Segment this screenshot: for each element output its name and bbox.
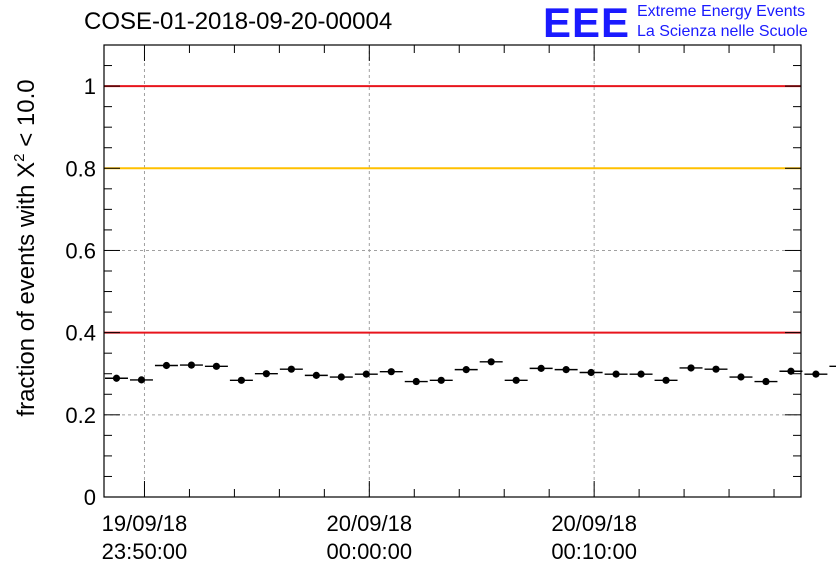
data-point xyxy=(654,376,678,384)
data-point xyxy=(754,377,778,386)
point-marker xyxy=(137,376,146,384)
y-tick-label: 0.2 xyxy=(65,403,96,428)
point-marker xyxy=(412,377,420,386)
point-marker xyxy=(587,368,595,377)
data-point xyxy=(604,370,628,378)
logo-line-2: La Scienza nelle Scuole xyxy=(637,23,808,40)
data-point xyxy=(479,358,503,366)
point-marker xyxy=(262,370,270,378)
y-tick-label: 0 xyxy=(84,485,96,510)
point-marker xyxy=(512,376,520,384)
chart-title: COSE-01-2018-09-20-00004 xyxy=(84,8,393,35)
point-marker xyxy=(187,361,196,369)
point-marker xyxy=(787,367,795,375)
data-point xyxy=(554,366,578,374)
y-tick-label: 0.6 xyxy=(65,238,96,263)
data-point xyxy=(529,364,553,372)
y-axis-label-sup: 2 xyxy=(11,153,28,161)
tick-labels: 0 0.2 0.4 0.6 0.8 1 19/09/18 23:50:00 20/09/18 00… xyxy=(65,74,637,564)
point-marker xyxy=(612,370,620,378)
point-marker xyxy=(762,377,770,386)
point-marker xyxy=(337,373,345,381)
data-point xyxy=(579,368,603,377)
point-marker xyxy=(287,365,295,373)
data-point xyxy=(379,368,403,376)
plot-frame xyxy=(103,44,802,498)
y-axis-label: fraction of events with X2 < 10.0 xyxy=(11,79,40,416)
point-marker xyxy=(812,370,820,378)
point-marker xyxy=(212,362,221,370)
data-point xyxy=(504,376,528,384)
x-tick-date-label: 20/09/18 xyxy=(551,511,637,536)
logo-line-1: Extreme Energy Events xyxy=(637,3,806,20)
y-axis-label-main: fraction of events with X xyxy=(13,162,40,417)
data-point xyxy=(429,376,453,384)
point-marker xyxy=(162,361,171,370)
eee-logo: EEE xyxy=(543,0,631,46)
data-point xyxy=(204,362,228,370)
x-tick-date-label: 19/09/18 xyxy=(102,511,188,536)
axis-ticks xyxy=(104,44,801,498)
data-point xyxy=(679,364,703,372)
data-point xyxy=(354,370,378,378)
data-point xyxy=(229,376,253,384)
x-tick-time-label: 00:10:00 xyxy=(551,539,637,564)
point-marker xyxy=(112,374,121,382)
reference-lines xyxy=(104,85,801,334)
data-point xyxy=(279,365,303,373)
y-tick-label: 1 xyxy=(84,74,96,99)
data-point xyxy=(304,371,328,379)
data-point xyxy=(329,373,353,381)
point-marker xyxy=(662,376,670,384)
point-marker xyxy=(712,365,720,373)
point-marker xyxy=(312,371,320,379)
data-point xyxy=(105,374,128,382)
point-marker xyxy=(637,370,645,378)
point-marker xyxy=(562,366,570,374)
data-point xyxy=(254,370,278,378)
data-point xyxy=(629,370,653,378)
data-point xyxy=(729,373,753,381)
point-marker xyxy=(462,366,470,374)
data-point xyxy=(454,366,478,374)
data-point xyxy=(704,365,728,373)
point-marker xyxy=(437,376,445,384)
y-tick-label: 0.8 xyxy=(65,156,96,181)
data-point xyxy=(404,377,428,386)
point-marker xyxy=(737,373,745,381)
grid-lines xyxy=(104,45,801,497)
data-point xyxy=(154,361,178,370)
point-marker xyxy=(487,358,495,366)
x-tick-time-label: 23:50:00 xyxy=(102,539,188,564)
point-marker xyxy=(537,364,545,372)
data-points xyxy=(105,358,836,386)
point-marker xyxy=(687,364,695,372)
point-marker xyxy=(237,376,245,384)
data-point xyxy=(779,367,803,375)
x-tick-date-label: 20/09/18 xyxy=(326,511,412,536)
data-point xyxy=(179,361,203,369)
point-marker xyxy=(362,370,370,378)
data-point xyxy=(804,370,828,378)
data-point xyxy=(829,365,836,368)
data-point xyxy=(129,376,153,384)
x-tick-time-label: 00:00:00 xyxy=(326,539,412,564)
point-marker xyxy=(387,368,395,376)
y-tick-label: 0.4 xyxy=(65,321,96,346)
y-axis-label-tail: < 10.0 xyxy=(13,79,40,153)
